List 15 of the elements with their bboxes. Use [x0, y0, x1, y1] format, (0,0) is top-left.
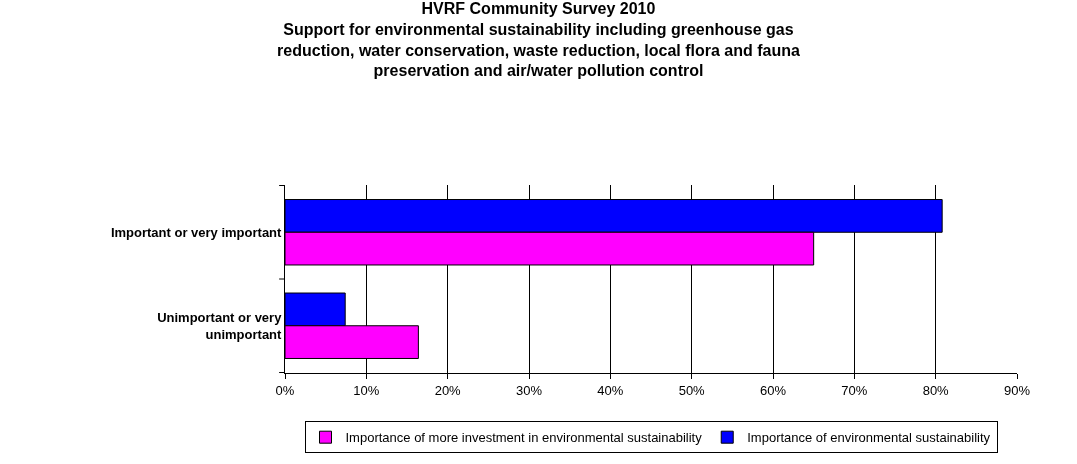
y-tick-label: Unimportant or very unimportant [157, 309, 283, 342]
x-tick-label: 20% [434, 382, 462, 398]
legend-label: Importance of more investment in environmental sustainability [345, 430, 703, 446]
chart-title: HVRF Community Survey 2010 Support for environmental sustainability including greenhouse gas reduction, water conservation, waste reduction, local flora and fauna preservation and air/water pollution control [277, 0, 800, 80]
x-tick-label: 50% [678, 382, 706, 398]
legend-label: Importance of environmental sustainability [747, 430, 991, 446]
x-tick-label: 0% [275, 382, 295, 398]
y-tick-label: Important or very important [110, 224, 283, 240]
x-tick-label: 60% [759, 382, 787, 398]
x-tick-label: 40% [597, 382, 624, 398]
x-tick-label: 70% [841, 382, 868, 398]
x-tick-label: 80% [922, 382, 950, 398]
x-tick-label: 10% [353, 382, 380, 398]
x-tick-label: 90% [1003, 382, 1031, 398]
x-tick-label: 30% [515, 382, 543, 398]
